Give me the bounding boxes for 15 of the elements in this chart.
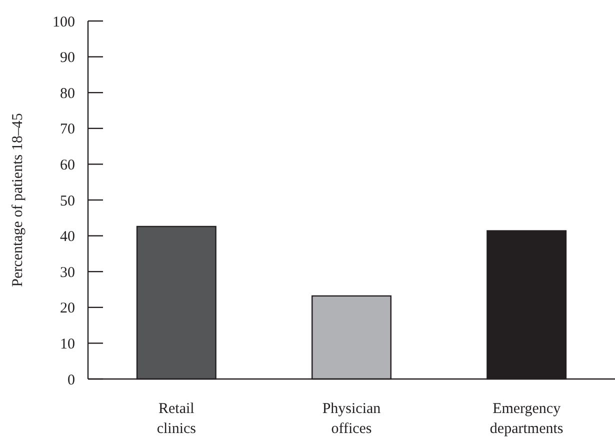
x-tick-label: Physician offices [322, 401, 382, 437]
y-tick-label: 90 [60, 50, 75, 66]
y-tick-label: 0 [68, 372, 75, 388]
x-tick-label: Retail clinics [156, 401, 196, 437]
y-tick-label: 70 [60, 122, 75, 138]
x-tick-label: Emergency departments [490, 401, 564, 437]
y-tick-label: 60 [60, 157, 75, 174]
y-tick-label: 100 [52, 14, 75, 30]
y-tick-label: 20 [60, 300, 75, 317]
y-tick-label: 30 [60, 264, 75, 281]
y-tick-label: 50 [60, 193, 75, 210]
y-axis-title: Percentage of patients 18–45 [10, 113, 26, 287]
y-tick-label: 10 [60, 336, 75, 352]
y-tick-label: 40 [60, 229, 75, 246]
y-tick-label: 80 [60, 86, 75, 102]
